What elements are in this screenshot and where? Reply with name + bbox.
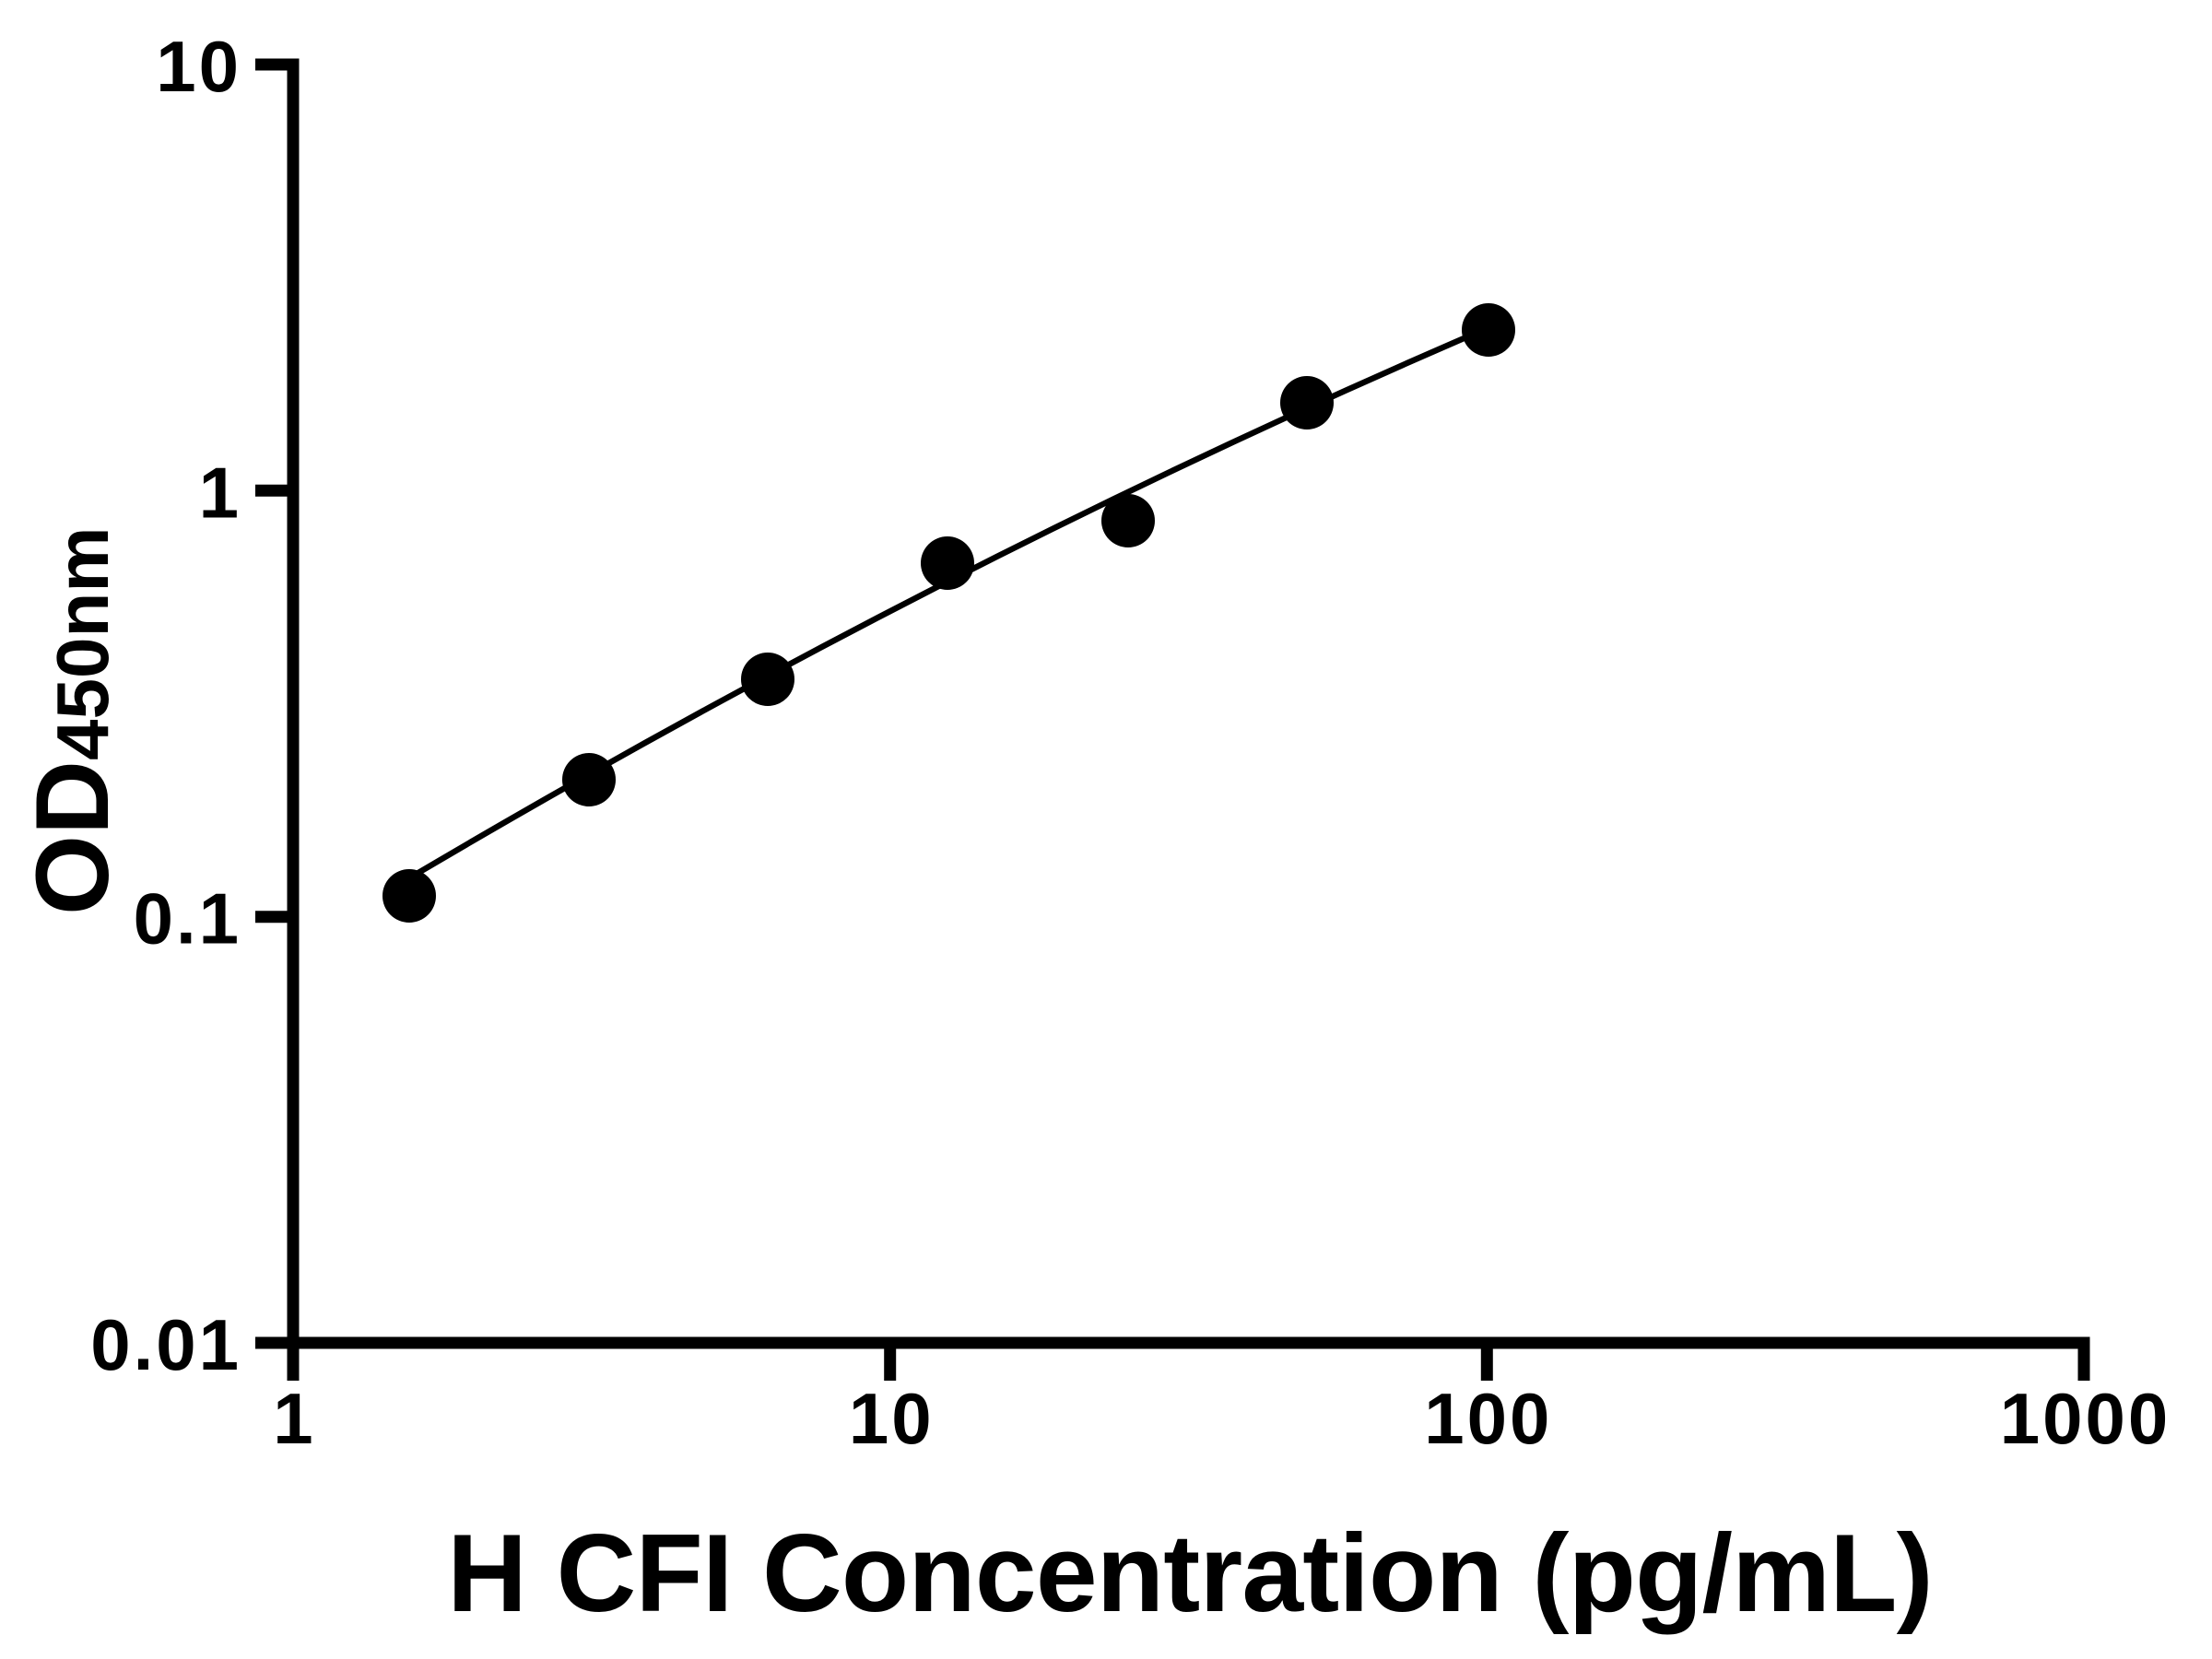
svg-text:10: 10 xyxy=(156,26,241,107)
svg-text:H CFI Concentration (pg/mL): H CFI Concentration (pg/mL) xyxy=(447,1512,1933,1635)
svg-text:0.1: 0.1 xyxy=(134,878,241,959)
svg-text:10: 10 xyxy=(849,1378,935,1459)
svg-text:1: 1 xyxy=(199,452,241,533)
svg-text:0.01: 0.01 xyxy=(90,1304,241,1385)
svg-text:1: 1 xyxy=(273,1378,315,1459)
svg-text:100: 100 xyxy=(1424,1378,1552,1459)
svg-text:1000: 1000 xyxy=(2000,1378,2171,1459)
